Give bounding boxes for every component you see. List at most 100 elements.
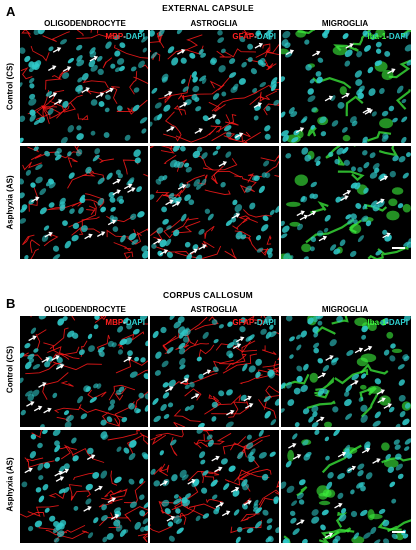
stained-fiber: [45, 75, 62, 90]
dapi-nucleus: [90, 65, 98, 72]
arrow-marker: [208, 114, 217, 120]
dapi-nucleus: [43, 462, 51, 469]
dapi-nucleus: [67, 57, 75, 64]
micrograph-a-r1-c2: GFAP-DAPI: [150, 30, 279, 143]
dapi-nucleus: [365, 220, 372, 227]
microglia-cell: [387, 519, 411, 533]
stained-fiber: [195, 441, 208, 449]
dapi-nucleus: [150, 30, 155, 37]
stained-fiber: [202, 430, 214, 442]
dapi-nucleus: [312, 411, 318, 418]
microglia-cell: [367, 130, 392, 142]
dapi-nucleus: [180, 57, 187, 64]
dapi-nucleus: [145, 340, 148, 347]
arrow-marker: [105, 87, 114, 94]
dapi-nucleus: [309, 246, 315, 252]
dapi-nucleus: [404, 44, 411, 52]
dapi-nucleus: [228, 72, 237, 78]
dapi-nucleus: [293, 387, 301, 395]
arrow-marker: [112, 189, 121, 196]
arrow-marker: [214, 466, 223, 473]
dapi-nucleus: [33, 348, 39, 353]
arrow-marker: [55, 363, 65, 370]
dapi-nucleus: [364, 45, 371, 52]
dapi-nucleus: [143, 373, 148, 380]
stain-separator: -: [123, 318, 126, 327]
dapi-nucleus: [124, 337, 133, 345]
dapi-nucleus: [399, 410, 406, 418]
stained-fiber: [60, 381, 74, 387]
dapi-nucleus: [141, 452, 148, 458]
dapi-nucleus: [150, 51, 158, 59]
dapi-nucleus: [184, 384, 190, 390]
dapi-nucleus: [75, 149, 83, 157]
dapi-nucleus: [218, 65, 226, 73]
dapi-nucleus: [321, 32, 328, 39]
dapi-nucleus: [123, 529, 129, 534]
stained-fiber: [163, 131, 182, 142]
stained-fiber: [79, 228, 101, 235]
dapi-nucleus: [85, 166, 92, 174]
dapi-nucleus: [153, 415, 161, 423]
dapi-nucleus: [241, 61, 247, 68]
microglia-cell: [335, 511, 348, 528]
micrograph-b-r2-c1: [20, 430, 148, 543]
dapi-nucleus: [246, 434, 252, 440]
stained-fiber: [68, 484, 83, 501]
dapi-nucleus: [199, 75, 207, 82]
stained-fiber: [127, 99, 148, 115]
row-label-b-control: Control (CS): [5, 345, 15, 394]
dapi-nucleus: [309, 78, 315, 84]
dapi-nucleus: [160, 326, 167, 334]
dapi-nucleus: [37, 442, 43, 449]
arrow-marker: [324, 95, 334, 102]
dapi-nucleus: [392, 155, 399, 162]
dapi-nucleus: [289, 336, 295, 342]
dapi-nucleus: [92, 471, 100, 479]
dapi-nucleus: [287, 399, 295, 407]
dapi-nucleus: [134, 521, 141, 530]
dapi-nucleus: [77, 87, 84, 94]
dapi-nucleus: [220, 48, 226, 54]
dapi-nucleus: [269, 451, 276, 457]
dapi-nucleus: [371, 111, 377, 117]
stained-fiber: [94, 155, 114, 164]
dapi-nucleus: [317, 316, 324, 320]
dapi-nucleus: [24, 343, 31, 349]
arrow-marker: [342, 189, 352, 196]
dapi-nucleus: [397, 364, 405, 370]
stained-fiber: [98, 498, 123, 508]
dapi-nucleus: [395, 423, 401, 427]
dapi-nucleus: [300, 195, 306, 202]
dapi-nucleus: [402, 354, 409, 360]
dapi-nucleus: [371, 32, 379, 41]
stained-fiber: [85, 87, 111, 95]
dapi-nucleus: [44, 150, 51, 157]
dapi-nucleus: [62, 72, 70, 79]
stain-counter: DAPI: [125, 318, 145, 327]
microglia-body: [318, 500, 331, 506]
arrow-marker: [44, 231, 53, 238]
arrow-marker: [41, 357, 50, 363]
dapi-nucleus: [281, 76, 286, 83]
dapi-nucleus: [59, 465, 65, 473]
dapi-nucleus: [337, 473, 346, 480]
dapi-nucleus: [255, 371, 261, 379]
dapi-nucleus: [285, 153, 292, 159]
stained-fiber: [162, 506, 196, 519]
dapi-nucleus: [302, 408, 310, 415]
dapi-nucleus: [35, 487, 42, 493]
dapi-nucleus: [142, 250, 148, 259]
dapi-nucleus: [164, 508, 171, 515]
dapi-nucleus: [258, 430, 264, 437]
dapi-nucleus: [391, 533, 398, 540]
dapi-nucleus: [275, 205, 279, 213]
dapi-nucleus: [217, 37, 225, 43]
stained-fiber: [25, 362, 62, 375]
dapi-nucleus: [38, 475, 44, 481]
arrow-marker: [89, 55, 99, 62]
dapi-nucleus: [100, 470, 108, 479]
dapi-nucleus: [225, 151, 232, 158]
dapi-nucleus: [97, 197, 104, 206]
dapi-nucleus: [39, 424, 45, 427]
